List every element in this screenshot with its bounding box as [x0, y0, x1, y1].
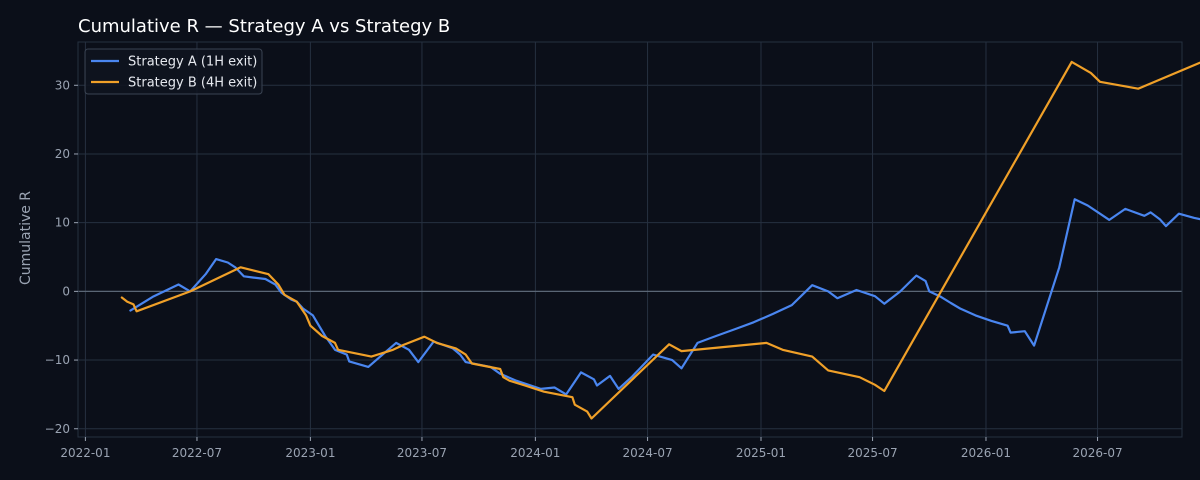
x-tick-label: 2022-01 [60, 446, 110, 460]
x-tick-label: 2024-01 [510, 446, 560, 460]
legend: Strategy A (1H exit) Strategy B (4H exit) [84, 48, 263, 95]
plot-frame [77, 41, 1183, 438]
x-tick-label: 2026-01 [961, 446, 1011, 460]
y-tick-label: 0 [62, 284, 70, 298]
y-tick-label: 20 [55, 147, 70, 161]
legend-box [84, 48, 263, 95]
legend-label: Strategy A (1H exit) [128, 55, 257, 70]
x-tick-label: 2024-07 [622, 446, 672, 460]
x-tick-label: 2023-07 [397, 446, 447, 460]
y-tick-label: 30 [55, 78, 70, 92]
x-tick-label: 2025-07 [847, 446, 897, 460]
axes: −20 −10 0 10 20 30 2022-01 2022-07 2023-01 2023-0… [45, 41, 1183, 460]
y-axis-label: Cumulative R [18, 191, 34, 285]
x-tick-label: 2023-01 [285, 446, 335, 460]
y-tick-label: −10 [45, 353, 70, 367]
y-tick-label: 10 [55, 216, 70, 230]
series-line-strategy-b [120, 60, 1200, 420]
x-tick-label: 2022-07 [172, 446, 222, 460]
chart-title: Cumulative R — Strategy A vs Strategy B [78, 16, 450, 37]
x-tick-label: 2026-07 [1072, 446, 1122, 460]
legend-label: Strategy B (4H exit) [128, 76, 257, 91]
series-lines [120, 60, 1200, 420]
x-tick-label: 2025-01 [736, 446, 786, 460]
y-tick-label: −20 [45, 422, 70, 436]
